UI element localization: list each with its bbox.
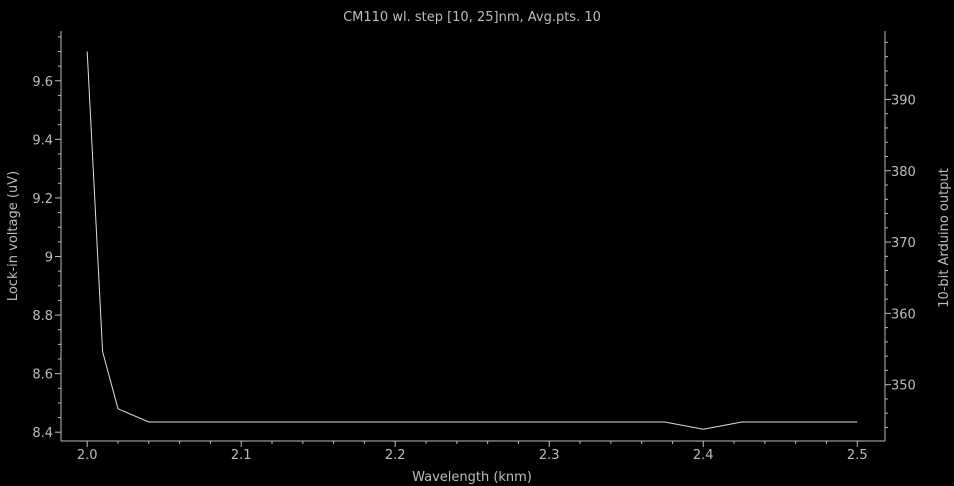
y-tick-label: 8.8 xyxy=(32,309,53,324)
y2-tick-label: 390 xyxy=(891,93,916,108)
x-tick-label: 2.4 xyxy=(693,448,714,463)
y2-tick-label: 360 xyxy=(891,307,916,322)
x-axis-title: Wavelength (knm) xyxy=(412,470,532,485)
y2-tick-label: 350 xyxy=(891,379,916,394)
x-tick-label: 2.3 xyxy=(539,448,560,463)
series-group xyxy=(86,51,858,430)
y2-axis-title: 10-bit Arduino output xyxy=(937,168,952,308)
y-tick-label: 9.6 xyxy=(32,75,53,90)
x-tick-label: 2.0 xyxy=(77,448,98,463)
y2-tick-label: 380 xyxy=(891,165,916,180)
axes-group xyxy=(60,31,886,442)
x-tick-label: 2.2 xyxy=(385,448,406,463)
y-tick-label: 9.4 xyxy=(32,133,53,148)
y-tick-label: 8.4 xyxy=(32,426,53,441)
chart-title: CM110 wl. step [10, 25]nm, Avg.pts. 10 xyxy=(343,10,601,25)
ticks-group: 2.0 2.1 2.2 2.3 2.4 2.5 8.4 8.6 8.8 9 9.2 9.4 9.6 350… xyxy=(32,36,916,463)
x-tick-label: 2.5 xyxy=(847,448,868,463)
y2-tick-label: 370 xyxy=(891,236,916,251)
series-line xyxy=(86,51,858,430)
x-tick-label: 2.1 xyxy=(231,448,252,463)
y-tick-label: 8.6 xyxy=(32,368,53,383)
y-axis-title: Lock-in voltage (uV) xyxy=(6,171,21,301)
y-tick-label: 9 xyxy=(45,251,53,266)
y-tick-label: 9.2 xyxy=(32,192,53,207)
